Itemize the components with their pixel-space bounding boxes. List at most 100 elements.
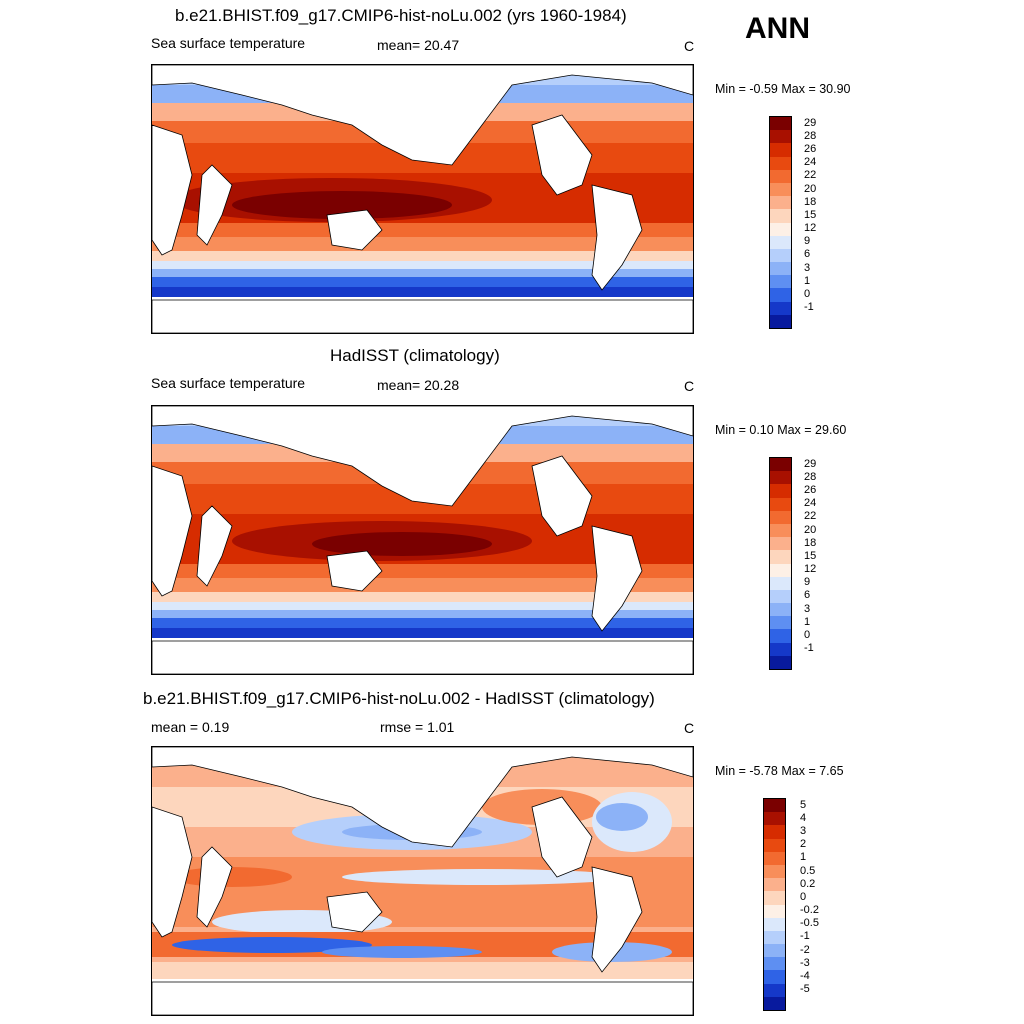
panel3-unit-label: C (684, 720, 695, 736)
panel3-colorbar-swatch (764, 917, 785, 931)
panel3-colorbar-tick-label: 3 (800, 824, 807, 837)
panel2-colorbar-tick-label: 26 (804, 483, 817, 496)
panel3-colorbar-tick-label: -1 (800, 930, 810, 943)
panel1-title: b.e21.BHIST.f09_g17.CMIP6-hist-noLu.002 … (175, 6, 627, 25)
panel2-colorbar-tick-label: 12 (804, 563, 817, 576)
panel2-colorbar-swatch (770, 576, 791, 590)
panel2-colorbar-tick-label: 20 (804, 523, 817, 536)
panel1-minmax: Min = -0.59 Max = 30.90 (715, 82, 851, 96)
panel1-colorbar-tick-label: 29 (804, 116, 817, 129)
panel3-colorbar-swatch (764, 799, 785, 813)
panel1-unit-label: C (684, 38, 695, 54)
panel2-title: HadISST (climatology) (330, 346, 500, 365)
panel2-colorbar-swatch (770, 629, 791, 643)
panel2-colorbar-swatch (770, 458, 791, 472)
panel2-colorbar-tick-label: 18 (804, 536, 817, 549)
panel1-colorbar-tick-label: 15 (804, 208, 817, 221)
panel3-colorbar-tick-label: -2 (800, 943, 810, 956)
panel3-colorbar-swatch (764, 891, 785, 905)
panel3-colorbar-tick-label: 0.2 (800, 877, 816, 890)
panel1-colorbar-swatch (770, 209, 791, 223)
panel1-colorbar-tick-label: 9 (804, 235, 811, 248)
panel3-colorbar-tick-label: 1 (800, 851, 807, 864)
panel1-colorbar-tick-label: 20 (804, 182, 817, 195)
panel3-rmse-label: rmse = 1.01 (380, 719, 455, 735)
panel3-colorbar-swatch (764, 983, 785, 997)
panel1-colorbar-swatch (770, 275, 791, 289)
panel2-map (151, 405, 694, 675)
panel3-land (152, 747, 693, 1015)
panel2-minmax: Min = 0.10 Max = 29.60 (715, 423, 847, 437)
panel1-colorbar-swatch (770, 169, 791, 183)
panel2-variable-label: Sea surface temperature (151, 375, 306, 391)
panel1-colorbar-tick-label: 1 (804, 274, 811, 287)
season-label: ANN (745, 12, 810, 45)
panel3-minmax: Min = -5.78 Max = 7.65 (715, 764, 844, 778)
panel2-colorbar-swatch (770, 616, 791, 630)
panel2-colorbar-swatch (770, 523, 791, 538)
panel3-mean-label: mean = 0.19 (151, 719, 230, 735)
panel2-colorbar-swatch (770, 563, 791, 577)
panel1-colorbar-tick-label: -1 (804, 301, 814, 314)
panel1-colorbar-swatch (770, 196, 791, 210)
panel2-colorbar-tick-label: 9 (804, 576, 811, 589)
panel3-colorbar-swatch (764, 825, 785, 839)
panel3-colorbar-tick-label: 0 (800, 890, 807, 903)
panel2-colorbar-swatch (770, 642, 791, 656)
panel3-colorbar-tick-label: 2 (800, 838, 807, 851)
panel3-map (151, 746, 694, 1016)
panel1-land (152, 65, 693, 333)
panel3-colorbar-swatch (764, 957, 785, 971)
panel3-colorbar-tick-label: -0.2 (800, 904, 819, 917)
panel2-colorbar-swatch (770, 655, 791, 669)
panel2-colorbar-swatch (770, 497, 791, 511)
panel2-colorbar-tick-label: -1 (804, 642, 814, 655)
panel1-colorbar-swatch (770, 248, 791, 263)
panel1-colorbar-tick-label: 12 (804, 222, 817, 235)
panel3-colorbar-swatch (764, 864, 785, 879)
panel3-colorbar-swatch (764, 996, 785, 1010)
panel3-title: b.e21.BHIST.f09_g17.CMIP6-hist-noLu.002 … (143, 689, 655, 708)
panel1-colorbar-swatch (770, 235, 791, 249)
panel3-colorbar-swatch (764, 878, 785, 892)
panel3-colorbar-swatch (764, 904, 785, 918)
panel3-colorbar-tick-label: 5 (800, 798, 807, 811)
panel1-colorbar-tick-label: 24 (804, 156, 817, 169)
panel2-colorbar-swatch (770, 603, 791, 617)
panel2-colorbar-tick-label: 28 (804, 470, 817, 483)
panel2-colorbar-tick-label: 1 (804, 615, 811, 628)
panel3-colorbar-swatch (764, 812, 785, 826)
panel2-mean-label: mean= 20.28 (377, 377, 460, 393)
panel2-colorbar-swatch (770, 550, 791, 564)
panel2-colorbar-tick-label: 3 (804, 602, 811, 615)
panel2-unit-label: C (684, 378, 695, 394)
panel3-colorbar-swatch (764, 838, 785, 852)
panel1-variable-label: Sea surface temperature (151, 35, 306, 51)
panel2-colorbar-swatch (770, 589, 791, 604)
panel3-colorbar-swatch (764, 944, 785, 958)
panel1-colorbar-tick-label: 28 (804, 129, 817, 142)
panel1-mean-label: mean= 20.47 (377, 37, 460, 53)
panel1-colorbar-tick-label: 26 (804, 142, 817, 155)
panel1-colorbar-swatch (770, 288, 791, 302)
panel1-colorbar (769, 116, 792, 329)
panel2-colorbar-tick-label: 22 (804, 510, 817, 523)
panel3-colorbar-swatch (764, 851, 785, 865)
panel2-colorbar-swatch (770, 471, 791, 485)
panel1-colorbar-swatch (770, 182, 791, 197)
panel2-colorbar-swatch (770, 537, 791, 551)
panel1-colorbar-swatch (770, 130, 791, 144)
panel1-colorbar-swatch (770, 156, 791, 170)
panel1-colorbar-tick-label: 22 (804, 169, 817, 182)
panel1-colorbar-tick-label: 3 (804, 261, 811, 274)
panel3-colorbar-tick-label: 0.5 (800, 864, 816, 877)
panel1-colorbar-swatch (770, 222, 791, 236)
panel3-colorbar-tick-label: -3 (800, 956, 810, 969)
panel2-land (152, 406, 693, 674)
panel1-colorbar-swatch (770, 117, 791, 131)
panel2-colorbar-tick-label: 15 (804, 549, 817, 562)
panel1-colorbar-swatch (770, 143, 791, 157)
panel2-colorbar-tick-label: 29 (804, 457, 817, 470)
panel2-colorbar-tick-label: 6 (804, 589, 811, 602)
panel1-colorbar-swatch (770, 301, 791, 315)
